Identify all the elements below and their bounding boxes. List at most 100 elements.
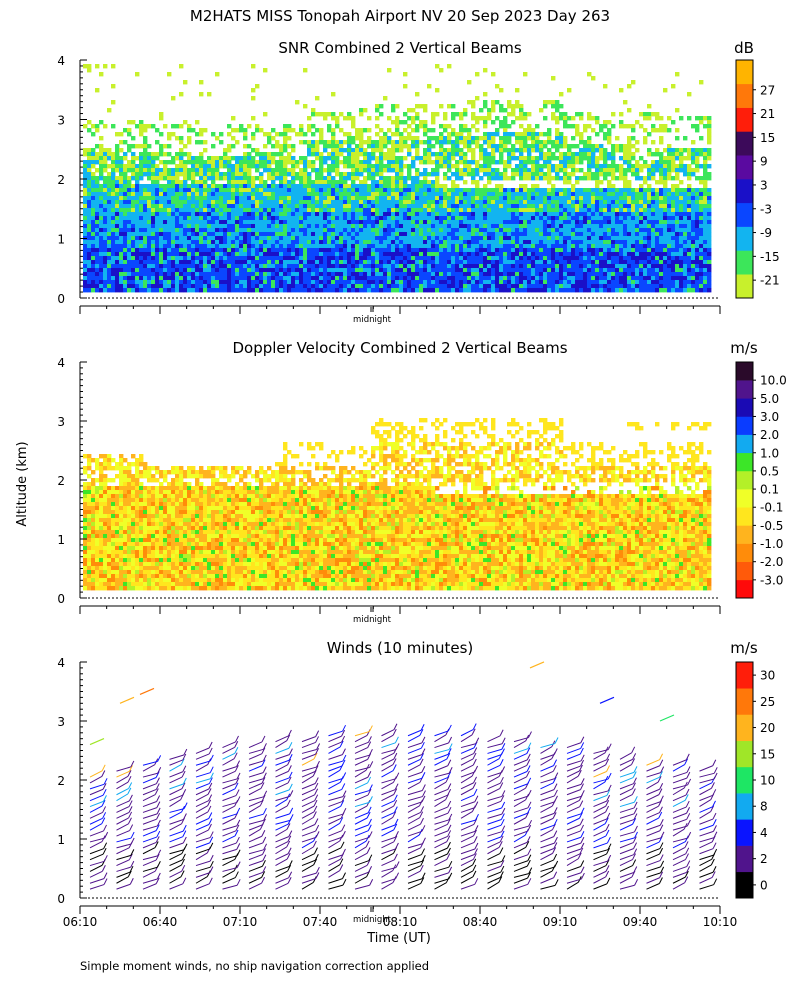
- snr-cell: [475, 244, 480, 249]
- snr-cell: [455, 112, 460, 117]
- snr-cell: [339, 224, 344, 229]
- snr-cell: [443, 116, 448, 121]
- snr-cell: [187, 232, 192, 237]
- snr-cell: [543, 116, 548, 121]
- snr-cell: [571, 200, 576, 205]
- snr-cell: [375, 276, 380, 281]
- snr-cell: [99, 252, 104, 257]
- snr-cell: [551, 188, 556, 193]
- snr-cell: [443, 164, 448, 169]
- snr-cell: [243, 204, 248, 209]
- snr-cell: [243, 180, 248, 185]
- snr-cell: [323, 216, 328, 221]
- snr-cell: [227, 224, 232, 229]
- snr-cell: [131, 284, 136, 289]
- snr-cell: [443, 184, 448, 189]
- snr-cell: [399, 244, 404, 249]
- snr-cell: [511, 288, 516, 293]
- snr-cell: [231, 244, 236, 249]
- snr-cell: [595, 248, 600, 253]
- snr-cell: [379, 196, 384, 201]
- snr-cell: [519, 176, 524, 181]
- snr-cell: [407, 136, 412, 141]
- snr-cell: [583, 236, 588, 241]
- snr-cell: [451, 148, 456, 153]
- snr-cell: [255, 164, 260, 169]
- snr-cell: [355, 204, 360, 209]
- snr-cell: [379, 212, 384, 217]
- snr-cell: [103, 152, 108, 157]
- snr-cell: [423, 176, 428, 181]
- snr-cell: [279, 164, 284, 169]
- snr-cell: [507, 220, 512, 225]
- snr-cell: [259, 192, 264, 197]
- snr-cell: [251, 208, 256, 213]
- snr-cell: [471, 176, 476, 181]
- snr-cell: [127, 280, 132, 285]
- snr-cell: [479, 268, 484, 273]
- snr-cell: [575, 192, 580, 197]
- snr-cell: [559, 260, 564, 265]
- snr-cell: [439, 184, 444, 189]
- snr-cell: [383, 256, 388, 261]
- snr-cell: [523, 204, 528, 209]
- snr-cell: [535, 124, 540, 129]
- snr-cell: [91, 212, 96, 217]
- snr-cell: [115, 260, 120, 265]
- snr-cell: [495, 260, 500, 265]
- snr-cell: [175, 280, 180, 285]
- snr-cell: [531, 232, 536, 237]
- snr-cell: [239, 196, 244, 201]
- snr-cell: [291, 196, 296, 201]
- snr-cell: [547, 160, 552, 165]
- snr-cell: [107, 252, 112, 257]
- snr-cell: [443, 224, 448, 229]
- snr-cell: [507, 276, 512, 281]
- snr-cell: [407, 284, 412, 289]
- snr-cell: [563, 112, 568, 117]
- snr-cell: [167, 132, 172, 137]
- snr-cell: [303, 172, 308, 177]
- snr-cell: [579, 244, 584, 249]
- snr-cell: [203, 236, 208, 241]
- snr-cell: [507, 164, 512, 169]
- snr-cell: [463, 112, 468, 117]
- snr-cell: [359, 212, 364, 217]
- snr-cell: [315, 272, 320, 277]
- snr-cell: [523, 212, 528, 217]
- snr-cell: [403, 236, 408, 241]
- snr-cell: [459, 232, 464, 237]
- snr-cell: [427, 212, 432, 217]
- snr-cell: [107, 260, 112, 265]
- snr-cell: [459, 216, 464, 221]
- snr-cell: [407, 132, 412, 137]
- snr-cell: [163, 288, 168, 293]
- snr-cell: [567, 152, 572, 157]
- snr-cell: [547, 220, 552, 225]
- snr-cell: [195, 236, 200, 241]
- snr-cell: [495, 280, 500, 285]
- snr-cell: [495, 204, 500, 209]
- snr-cell: [423, 232, 428, 237]
- snr-cell: [427, 244, 432, 249]
- snr-cell: [259, 280, 264, 285]
- snr-cell: [351, 116, 356, 121]
- snr-cell: [379, 112, 384, 117]
- snr-cell: [399, 144, 404, 149]
- snr-cell: [203, 128, 208, 133]
- snr-cell: [567, 244, 572, 249]
- snr-cell: [95, 156, 100, 161]
- snr-cell: [423, 276, 428, 281]
- snr-cell: [299, 128, 304, 133]
- snr-cell: [191, 176, 196, 181]
- snr-cell: [107, 148, 112, 153]
- snr-cell: [287, 260, 292, 265]
- snr-cell: [575, 248, 580, 253]
- snr-cell: [335, 196, 340, 201]
- snr-cell: [547, 240, 552, 245]
- snr-cell: [331, 240, 336, 245]
- snr-cell: [367, 192, 372, 197]
- snr-cell: [595, 224, 600, 229]
- snr-cell: [451, 240, 456, 245]
- snr-cell: [339, 128, 344, 133]
